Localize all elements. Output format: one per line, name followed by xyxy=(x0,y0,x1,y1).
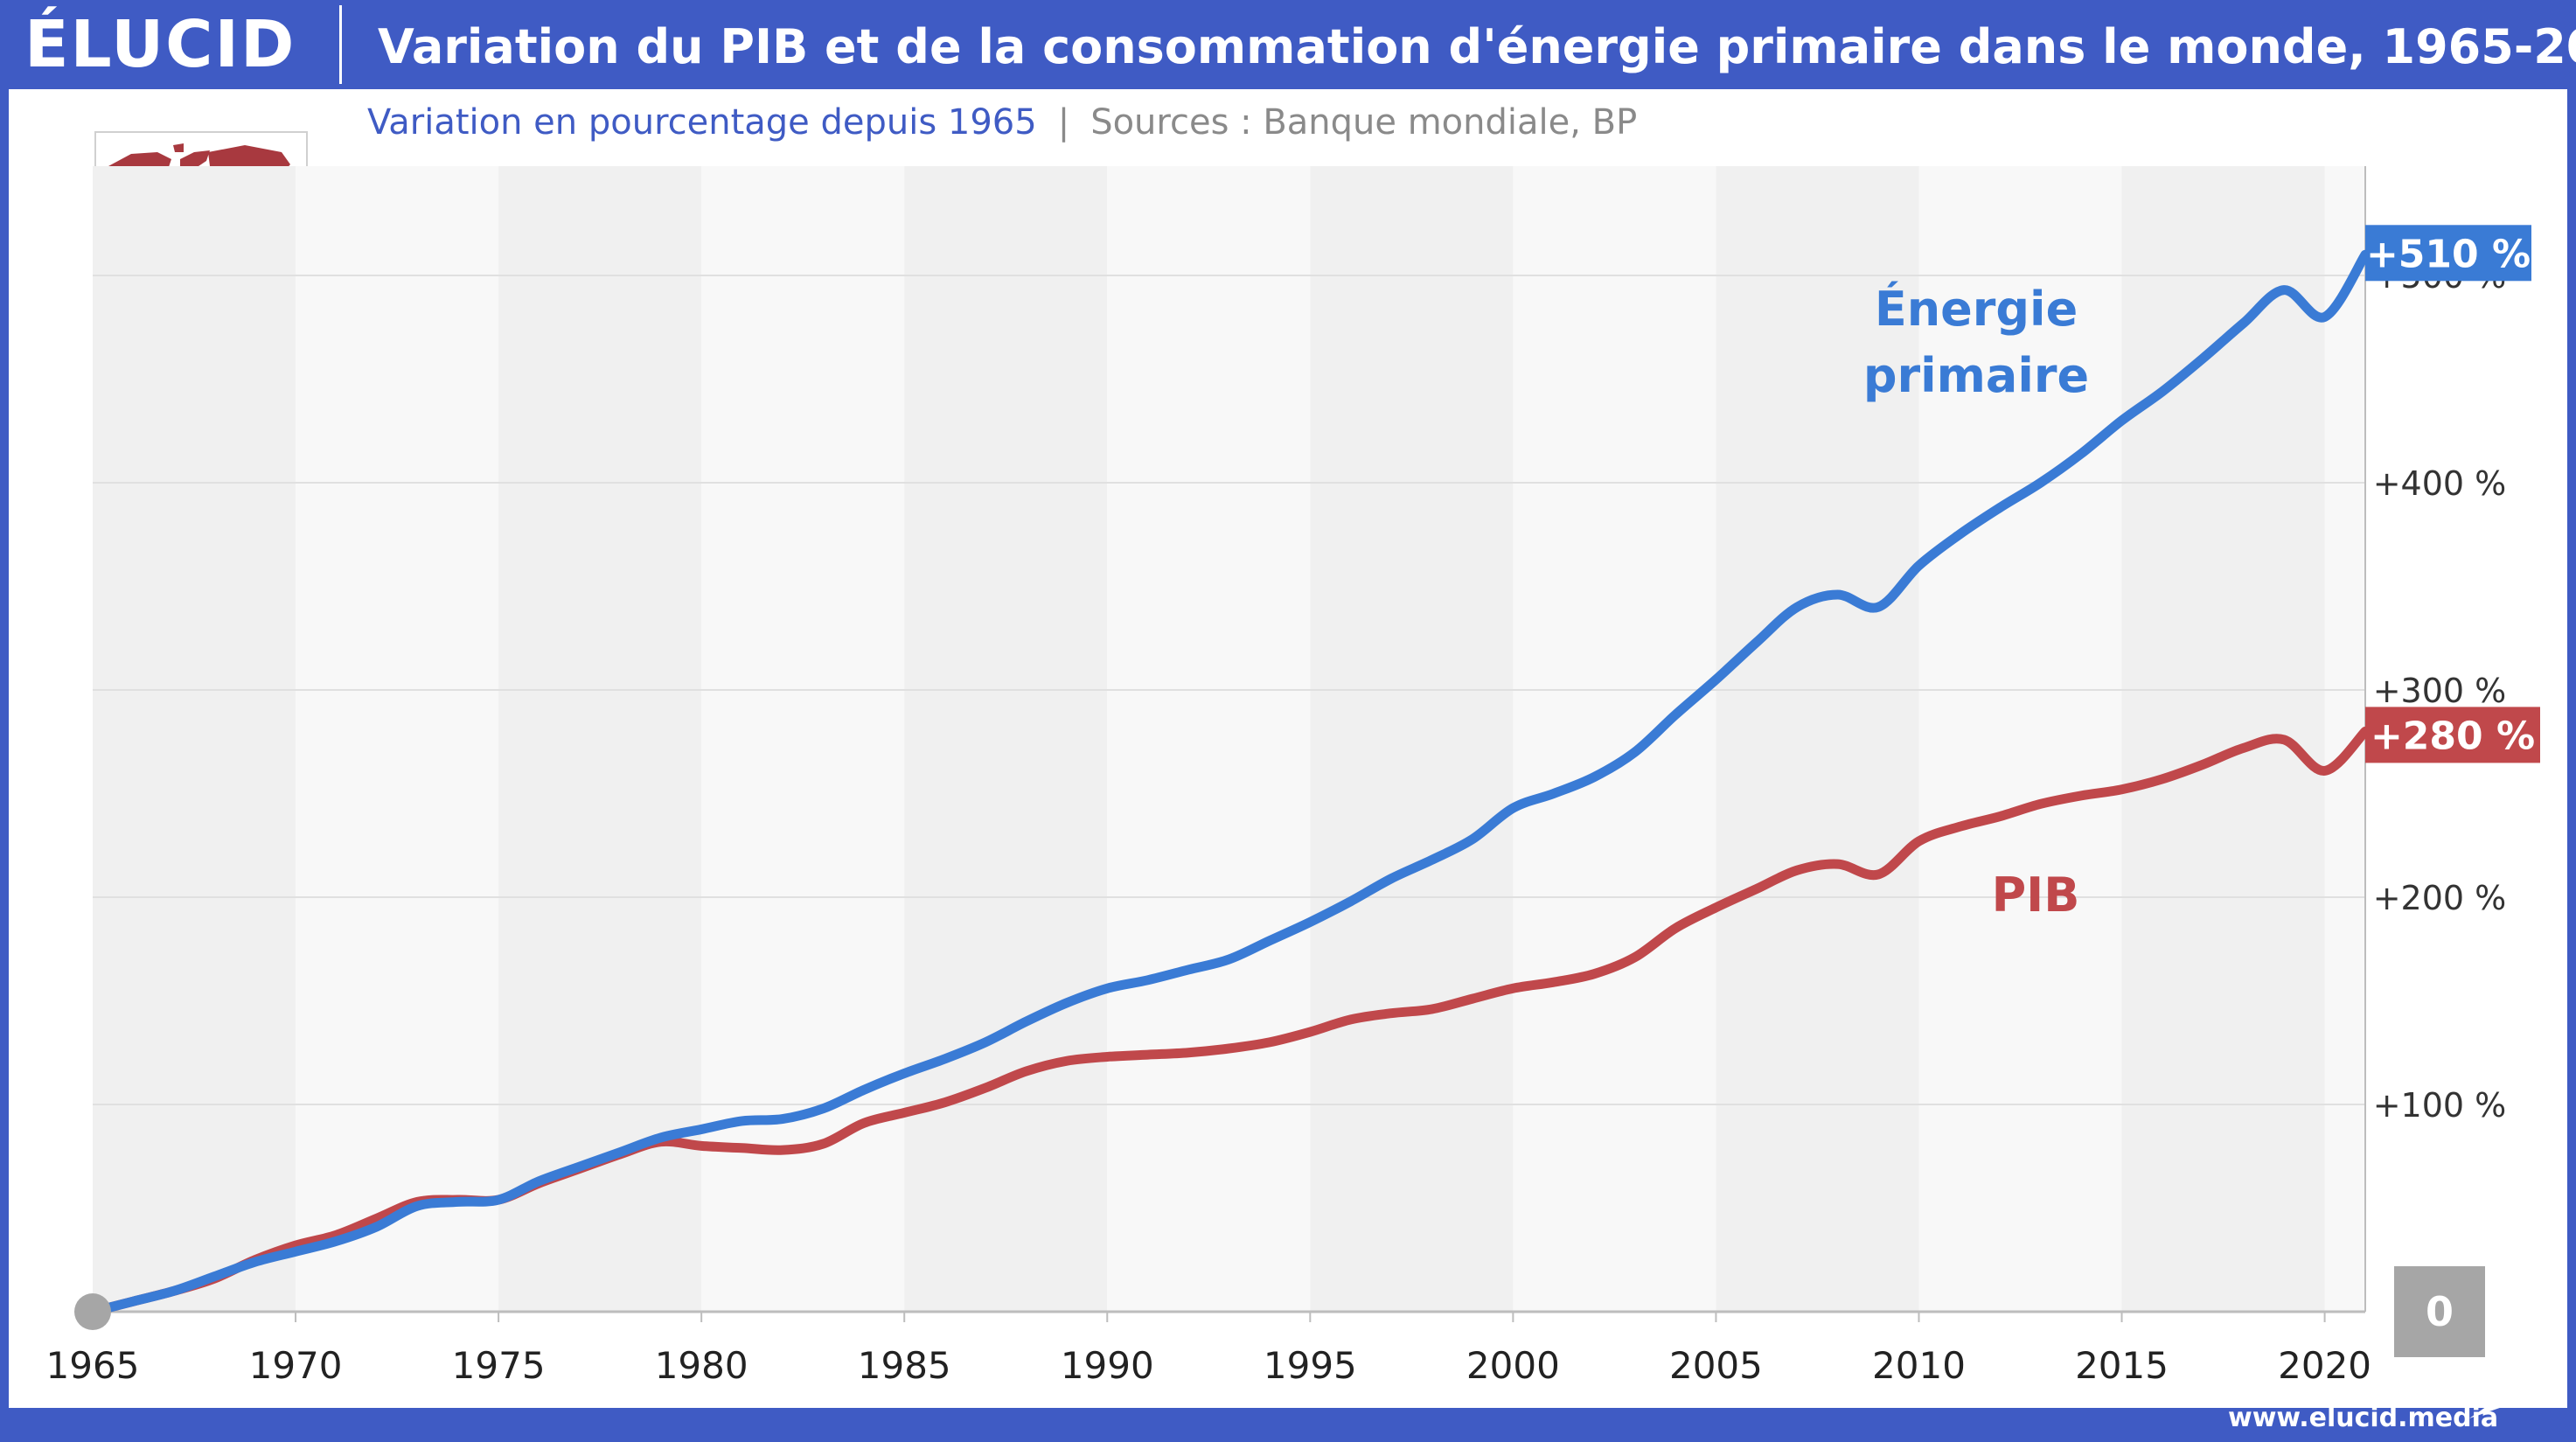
x-tick-label: 2005 xyxy=(1669,1344,1763,1387)
background-band xyxy=(904,166,1108,1312)
x-tick-label: 2015 xyxy=(2075,1344,2169,1387)
background-band xyxy=(1716,166,1919,1312)
y-tick-label: +100 % xyxy=(2373,1086,2507,1125)
energy-end-label: +510 % xyxy=(2366,232,2531,276)
x-tick-label: 1990 xyxy=(1061,1344,1154,1387)
y-tick-label: +300 % xyxy=(2373,672,2507,710)
gdp-series-label: PIB xyxy=(1992,867,2080,923)
y-tick-label: +400 % xyxy=(2373,464,2507,503)
x-tick-label: 1980 xyxy=(655,1344,748,1387)
x-tick-label: 2020 xyxy=(2278,1344,2371,1387)
background-band xyxy=(498,166,702,1312)
start-point-marker xyxy=(74,1293,111,1330)
gdp-end-label: +280 % xyxy=(2371,714,2535,758)
subtitle-text: Variation en pourcentage depuis 1965 xyxy=(367,102,1037,143)
energy-series-label: primaire xyxy=(1863,348,2089,403)
x-tick-label: 2010 xyxy=(1872,1344,1966,1387)
background-band xyxy=(296,166,499,1312)
x-tick-label: 1970 xyxy=(249,1344,343,1387)
elucid-flag-icon xyxy=(2469,1387,2515,1418)
energy-series-line xyxy=(87,249,2371,1317)
elucid-logo: ÉLUCID xyxy=(24,7,296,82)
y-tick-label: +200 % xyxy=(2373,879,2507,917)
background-band xyxy=(1513,166,1716,1312)
gdp-end-label-box xyxy=(2365,707,2540,763)
subtitle-separator: | xyxy=(1057,102,1070,143)
zero-badge xyxy=(2394,1266,2485,1357)
background-band xyxy=(1107,166,1311,1312)
energy-series-label: Énergie xyxy=(1875,282,2078,337)
x-tick-label: 1975 xyxy=(452,1344,546,1387)
energy-end-label-box xyxy=(2365,225,2531,282)
background-band xyxy=(1310,166,1514,1312)
background-band xyxy=(1918,166,2122,1312)
zero-badge-label: 0 xyxy=(2426,1288,2454,1335)
background-band xyxy=(93,166,296,1312)
logo-divider xyxy=(339,5,342,84)
chart-title: Variation du PIB et de la consommation d… xyxy=(378,19,2576,74)
footer-url[interactable]: www.elucid.media xyxy=(2228,1403,2499,1433)
x-tick-label: 1985 xyxy=(858,1344,951,1387)
x-tick-label: 1965 xyxy=(46,1344,140,1387)
x-tick-label: 1995 xyxy=(1264,1344,1357,1387)
background-band xyxy=(701,166,905,1312)
sources-text: Sources : Banque mondiale, BP xyxy=(1090,102,1638,143)
header-bar xyxy=(0,0,2576,89)
x-tick-label: 2000 xyxy=(1466,1344,1560,1387)
chart-subtitle: Variation en pourcentage depuis 1965 | Sou… xyxy=(367,96,1637,149)
